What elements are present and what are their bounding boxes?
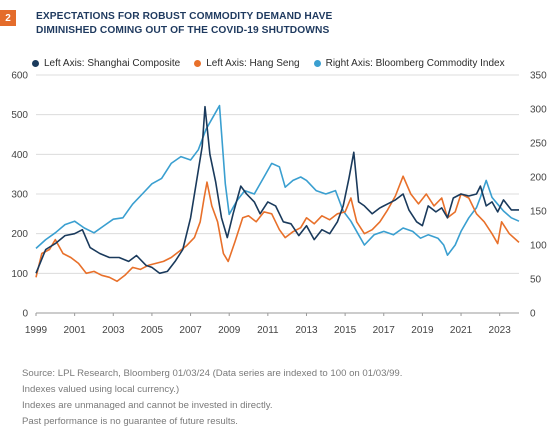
legend-label-shanghai: Left Axis: Shanghai Composite xyxy=(44,57,181,69)
left-axis-tick-label: 600 xyxy=(11,71,28,82)
left-axis-tick-label: 200 xyxy=(11,229,28,240)
legend-dot-bloomberg xyxy=(313,59,321,67)
source-note-line: Past performance is no guarantee of futu… xyxy=(22,416,238,427)
left-axis-tick-label: 300 xyxy=(11,190,28,201)
series-line-hang-seng xyxy=(35,175,520,283)
chart-legend: Left Axis: Shanghai Composite Left Axis:… xyxy=(32,56,552,70)
x-axis-tick-label: 2001 xyxy=(64,325,87,336)
right-axis-tick-label: 50 xyxy=(530,275,542,286)
chart-title: EXPECTATIONS FOR ROBUST COMMODITY DEMAND… xyxy=(36,10,516,38)
left-axis-tick-label: 400 xyxy=(11,150,28,161)
left-axis-tick-label: 100 xyxy=(11,269,28,280)
x-axis-tick-label: 2005 xyxy=(141,325,164,336)
x-axis-tick-label: 2017 xyxy=(373,325,396,336)
right-axis-tick-label: 250 xyxy=(530,139,547,150)
x-axis-tick-label: 1999 xyxy=(25,325,48,336)
legend-dot-shanghai xyxy=(32,59,39,67)
x-axis-tick-label: 2013 xyxy=(295,325,318,336)
x-axis-tick-label: 2009 xyxy=(218,325,241,336)
legend-item-shanghai: Left Axis: Shanghai Composite xyxy=(32,58,180,69)
x-axis-tick-label: 2023 xyxy=(489,325,512,336)
right-axis-tick-label: 300 xyxy=(530,105,547,116)
chart-title-line-1: EXPECTATIONS FOR ROBUST COMMODITY DEMAND… xyxy=(36,11,333,22)
legend-item-hang-seng: Left Axis: Hang Seng xyxy=(194,57,300,69)
chart-header: 2 EXPECTATIONS FOR ROBUST COMMODITY DEMA… xyxy=(0,8,557,42)
series-line-bloomberg xyxy=(35,104,520,256)
left-axis-tick-label: 0 xyxy=(22,309,28,320)
right-axis-tick-label: 200 xyxy=(530,173,547,184)
right-axis-tick-label: 150 xyxy=(530,207,547,218)
legend-item-bloomberg: Right Axis: Bloomberg Commodity Index xyxy=(313,57,505,69)
chart-title-line-2: DIMINISHED COMING OUT OF THE COVID-19 SH… xyxy=(36,25,330,36)
left-axis-tick-label: 500 xyxy=(11,110,28,121)
legend-label-hang-seng: Left Axis: Hang Seng xyxy=(206,57,300,69)
x-axis-tick-label: 2021 xyxy=(450,325,473,336)
right-axis-tick-label: 350 xyxy=(530,71,547,82)
source-notes: Source: LPL Research, Bloomberg 01/03/24… xyxy=(22,366,542,430)
right-axis-tick-label: 100 xyxy=(530,241,547,252)
x-axis-tick-label: 2007 xyxy=(179,325,202,336)
right-axis-tick-label: 0 xyxy=(530,309,536,320)
series-line-shanghai xyxy=(35,105,519,275)
source-note-line: Source: LPL Research, Bloomberg 01/03/24… xyxy=(22,368,403,379)
x-axis-tick-label: 2011 xyxy=(257,325,279,336)
legend-label-bloomberg: Right Axis: Bloomberg Commodity Index xyxy=(325,57,505,69)
source-note-line: Indexes are unmanaged and cannot be inve… xyxy=(22,400,273,411)
figure-number-badge: 2 xyxy=(0,10,16,26)
x-axis-tick-label: 2019 xyxy=(411,325,434,336)
source-note-line: Indexes valued using local currency.) xyxy=(22,384,180,395)
x-axis-tick-label: 2015 xyxy=(334,325,357,336)
legend-dot-hang-seng xyxy=(194,59,202,67)
x-axis-tick-label: 2003 xyxy=(102,325,125,336)
